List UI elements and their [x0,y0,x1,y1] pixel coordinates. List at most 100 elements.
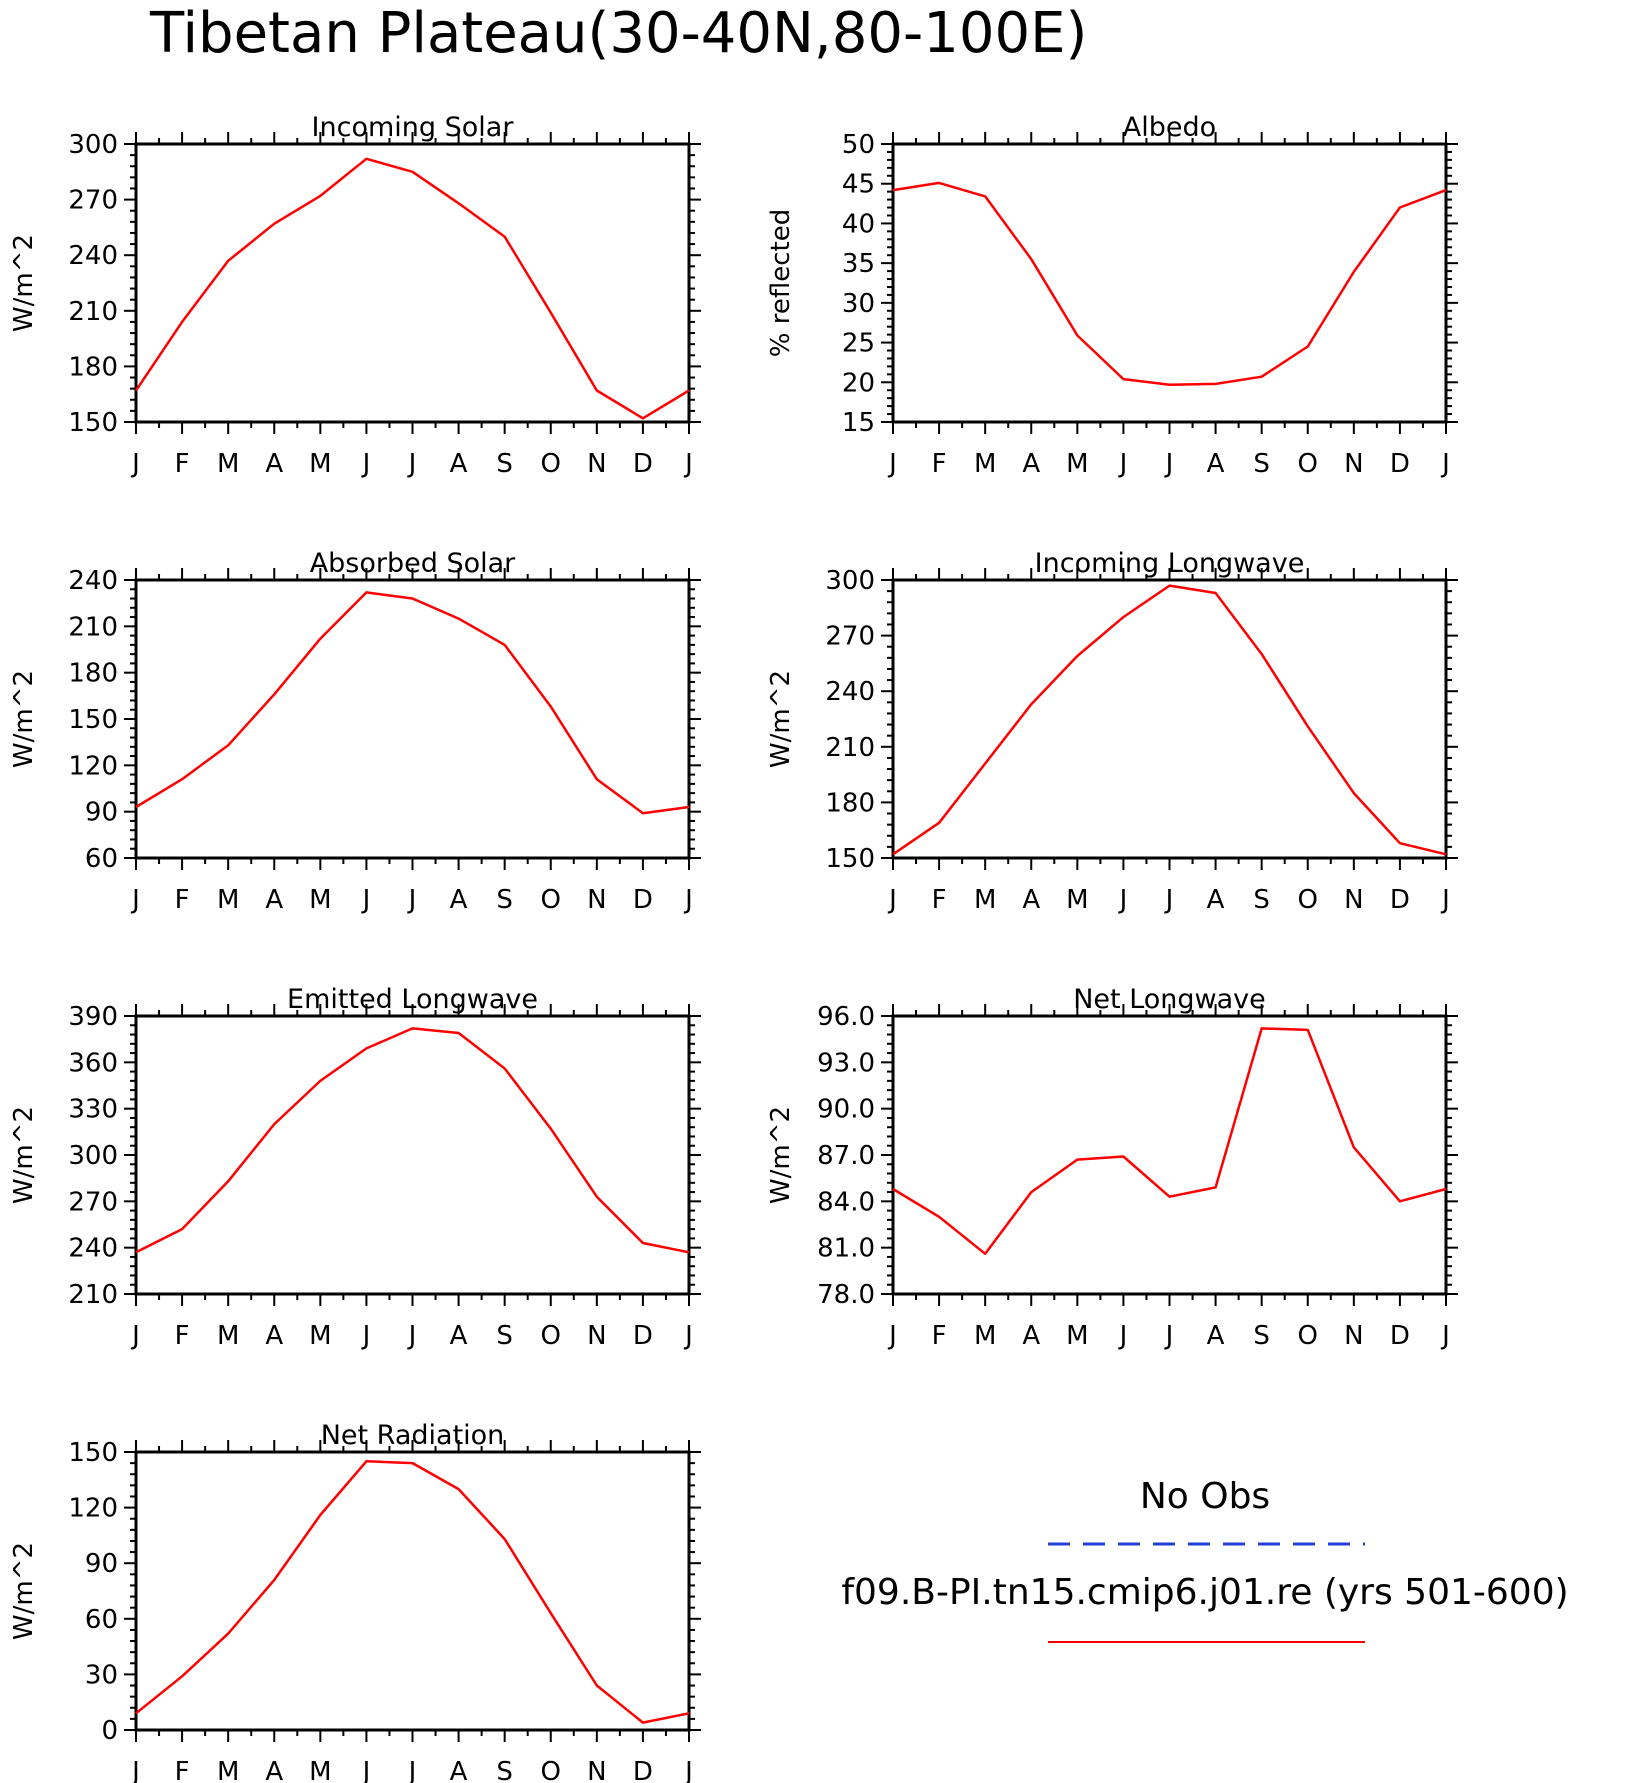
plot-frame [134,1450,691,1732]
y-tick-label: 35 [842,249,875,279]
y-tick-label: 90 [85,798,118,828]
y-axis-label: W/m^2 [766,670,796,768]
x-tick-label: M [1066,1321,1088,1351]
x-tick-label: M [974,449,996,479]
y-axis-label: W/m^2 [9,670,39,768]
x-tick-label: S [496,449,513,479]
x-tick-label: D [1390,1321,1410,1351]
y-tick-label: 270 [68,1187,118,1217]
x-tick-label: A [265,1321,283,1351]
x-tick-label: O [541,449,561,479]
x-tick-label: N [1344,1321,1363,1351]
y-tick-label: 45 [842,170,875,200]
x-tick-label: F [175,1757,190,1783]
x-tick-label: A [1207,885,1225,915]
x-tick-label: A [265,1757,283,1783]
x-tick-label: O [1298,449,1318,479]
x-tick-label: J [407,1321,417,1351]
x-tick-label: J [1440,449,1450,479]
x-tick-label: F [932,449,947,479]
plot-frame [134,142,691,424]
x-tick-label: D [1390,449,1410,479]
y-axis-label: W/m^2 [766,1106,796,1204]
x-tick-label: M [217,449,239,479]
y-tick-label: 180 [68,352,118,382]
y-tick-label: 360 [68,1048,118,1078]
x-tick-label: F [175,1321,190,1351]
x-tick-label: N [1344,449,1363,479]
x-tick-label: J [361,1321,371,1351]
x-tick-label: J [130,1321,140,1351]
series-line [135,1460,690,1724]
y-tick-label: 40 [842,209,875,239]
series-line [135,1027,690,1254]
x-tick-label: D [633,885,653,915]
y-axis-label: W/m^2 [9,234,39,332]
y-tick-label: 300 [68,1141,118,1171]
y-tick-label: 150 [68,1438,118,1468]
x-tick-label: J [1164,885,1174,915]
y-tick-label: 90 [85,1549,118,1579]
series-line [134,157,690,420]
x-tick-label: F [932,1321,947,1351]
x-tick-label: J [1118,1321,1128,1351]
x-tick-label: J [130,1757,140,1783]
x-tick-label: M [1066,449,1088,479]
x-tick-label: S [496,1321,513,1351]
x-tick-label: M [974,885,996,915]
x-tick-label: O [1298,1321,1318,1351]
x-tick-label: A [450,885,468,915]
x-tick-label: D [1390,885,1410,915]
y-tick-label: 81.0 [817,1234,875,1264]
plot-frame [891,142,1448,424]
y-tick-label: 84.0 [817,1187,875,1217]
y-axis-label: W/m^2 [9,1542,39,1640]
x-tick-label: J [1118,885,1128,915]
y-tick-label: 20 [842,368,875,398]
y-tick-label: 90.0 [817,1095,875,1125]
y-axis-label: W/m^2 [9,1106,39,1204]
y-tick-label: 150 [68,408,118,438]
x-tick-label: O [1298,885,1318,915]
x-tick-label: M [974,1321,996,1351]
x-tick-label: A [265,449,283,479]
x-tick-label: S [1253,885,1270,915]
x-tick-label: J [1164,449,1174,479]
x-tick-label: M [309,449,331,479]
x-tick-label: M [217,1757,239,1783]
y-tick-label: 87.0 [817,1141,875,1171]
y-tick-label: 210 [825,733,875,763]
x-tick-label: J [1164,1321,1174,1351]
x-tick-label: J [407,449,417,479]
plot-frame [891,1014,1448,1296]
legend-obs-label: No Obs [1140,1476,1270,1517]
y-tick-label: 50 [842,130,875,160]
y-tick-label: 15 [842,408,875,438]
series-line [135,591,690,815]
x-tick-label: F [932,885,947,915]
y-tick-label: 150 [68,705,118,735]
x-tick-label: S [1253,449,1270,479]
y-tick-label: 93.0 [817,1048,875,1078]
x-tick-label: D [633,1321,653,1351]
x-tick-label: J [1118,449,1128,479]
series-line [892,181,1447,386]
x-tick-label: J [130,885,140,915]
x-tick-label: J [361,1757,371,1783]
x-tick-label: F [175,449,190,479]
x-tick-label: J [130,449,140,479]
x-tick-label: N [1344,885,1363,915]
y-tick-label: 30 [842,289,875,319]
x-tick-label: A [1022,449,1040,479]
y-tick-label: 78.0 [817,1280,875,1310]
y-tick-label: 120 [68,1494,118,1524]
y-tick-label: 60 [85,844,118,874]
figure-title: Tibetan Plateau(30-40N,80-100E) [149,1,1087,66]
x-tick-label: J [683,1321,693,1351]
y-tick-label: 270 [825,622,875,652]
